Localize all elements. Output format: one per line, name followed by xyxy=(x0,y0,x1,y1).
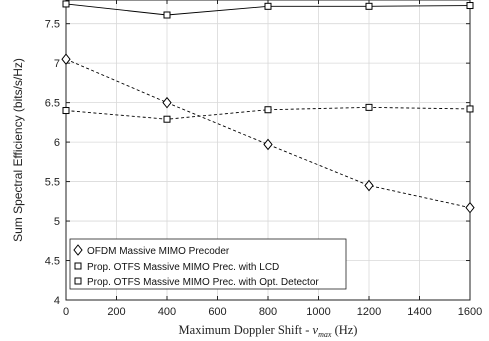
axis-ticks: 0 200 400 600 800 1000 1200 1400 1600 4 4.5 5 5.5 6 6.… xyxy=(45,0,482,318)
y-tick-label: 7.5 xyxy=(45,19,60,31)
legend-label: Prop. OTFS Massive MIMO Prec. with LCD xyxy=(87,262,279,273)
data-point-square xyxy=(62,0,70,8)
legend-marker-square xyxy=(74,262,82,270)
data-point-diamond xyxy=(263,138,273,151)
data-point-square xyxy=(264,106,272,114)
legend-box xyxy=(69,238,347,290)
legend-item-ofdm: OFDM Massive MIMO Precoder xyxy=(73,244,230,257)
x-tick-label: 200 xyxy=(107,306,125,318)
x-axis-label-symbol: ν xyxy=(313,323,319,337)
y-tick-label: 4.5 xyxy=(45,256,60,268)
data-point-square xyxy=(365,2,373,10)
x-axis-label-main: Maximum Doppler Shift - xyxy=(179,323,313,337)
series-line xyxy=(65,58,471,209)
data-point-square xyxy=(365,103,373,111)
data-point-diamond xyxy=(61,53,71,66)
x-tick-label: 400 xyxy=(158,306,176,318)
y-tick-label: 6 xyxy=(54,137,60,149)
data-point-square xyxy=(62,107,70,115)
series-opt xyxy=(62,0,474,19)
y-axis-label: Sum Spectral Efficiency (bits/s/Hz) xyxy=(11,58,25,242)
x-tick-label: 0 xyxy=(63,306,69,318)
data-point-diamond xyxy=(364,179,374,192)
x-tick-label: 600 xyxy=(208,306,226,318)
data-point-square xyxy=(264,2,272,10)
legend-item-lcd: Prop. OTFS Massive MIMO Prec. with LCD xyxy=(74,262,279,273)
y-tick-label: 5 xyxy=(54,216,60,228)
series-layer xyxy=(61,0,475,214)
x-tick-label: 800 xyxy=(259,306,277,318)
data-point-square xyxy=(466,2,474,10)
x-tick-label: 1200 xyxy=(357,306,381,318)
legend-marker-square xyxy=(74,277,82,285)
x-axis-label-subscript: max xyxy=(318,330,332,339)
legend-item-opt: Prop. OTFS Massive MIMO Prec. with Opt. … xyxy=(74,277,319,288)
x-tick-label: 1400 xyxy=(407,306,431,318)
x-axis-label: Maximum Doppler Shift - νmax (Hz) xyxy=(179,323,358,339)
series-ofdm xyxy=(61,53,475,214)
data-point-diamond xyxy=(465,201,475,214)
legend-label: Prop. OTFS Massive MIMO Prec. with Opt. … xyxy=(87,277,319,288)
y-tick-label: 7 xyxy=(54,58,60,70)
data-point-square xyxy=(163,115,171,123)
series-line xyxy=(65,106,471,120)
data-point-diamond xyxy=(162,96,172,109)
data-point-square xyxy=(163,11,171,19)
y-tick-label: 6.5 xyxy=(45,98,60,110)
y-tick-label: 5.5 xyxy=(45,177,60,189)
legend-label: OFDM Massive MIMO Precoder xyxy=(87,246,230,257)
legend: OFDM Massive MIMO Precoder Prop. OTFS Ma… xyxy=(69,238,347,290)
x-tick-label: 1000 xyxy=(306,306,330,318)
legend-marker-diamond xyxy=(73,244,83,256)
x-tick-label: 1600 xyxy=(458,306,482,318)
data-point-square xyxy=(466,105,474,113)
x-axis-label-unit: (Hz) xyxy=(331,323,357,337)
series-lcd xyxy=(62,103,474,123)
y-tick-label: 4 xyxy=(54,295,60,307)
